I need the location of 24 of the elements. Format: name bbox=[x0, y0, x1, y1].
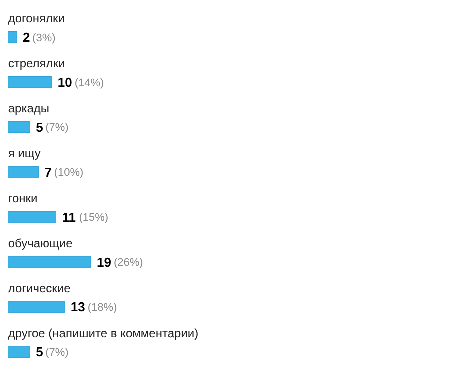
data-label: 5 (7%) bbox=[36, 344, 69, 360]
bar bbox=[8, 32, 18, 44]
data-label: 13 (18%) bbox=[70, 300, 118, 315]
bar bbox=[8, 301, 66, 314]
y-tick-label: стрелялки bbox=[8, 56, 66, 70]
bar bbox=[8, 121, 30, 134]
bar bbox=[8, 256, 92, 268]
y-tick-label: логические bbox=[8, 281, 72, 296]
y-tick-label: обучающие bbox=[8, 236, 74, 250]
data-label: 5 (7%) bbox=[36, 120, 69, 135]
data-label: 19 (26%) bbox=[96, 254, 144, 270]
data-label: 11 (15%) bbox=[62, 210, 109, 225]
y-tick-label: аркады bbox=[8, 101, 50, 116]
bar bbox=[8, 346, 30, 358]
y-tick-label: гонки bbox=[8, 191, 38, 206]
bar bbox=[8, 166, 40, 178]
bar bbox=[8, 211, 56, 224]
data-label: 10 (14%) bbox=[58, 74, 104, 90]
data-label: 2 (3%) bbox=[23, 30, 56, 45]
y-tick-label: догонялки bbox=[8, 11, 65, 26]
data-label: 7 (10%) bbox=[44, 164, 84, 180]
y-tick-label: другое (напишите в комментарии) bbox=[8, 326, 199, 340]
bar bbox=[8, 76, 52, 88]
y-tick-label: я ищу bbox=[8, 146, 41, 160]
